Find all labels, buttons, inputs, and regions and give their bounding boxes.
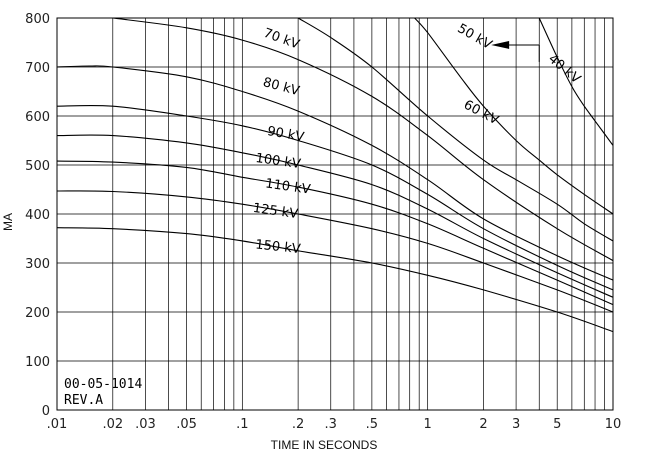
label-100kv: 100 kV xyxy=(255,151,302,172)
x-tick-label: .02 xyxy=(102,417,123,432)
label-110kv: 110 kV xyxy=(264,176,311,197)
curve-150kv xyxy=(56,227,614,333)
y-tick-label: 700 xyxy=(25,61,50,76)
curve-100kv xyxy=(56,134,614,298)
x-tick-label: 3 xyxy=(512,417,520,432)
curve-labels: 40 kV 50 kV 60 kV 70 kV 80 kV 90 kV 100 kV 110 … xyxy=(252,21,583,257)
curve-110kv xyxy=(56,160,614,306)
label-60kv: 60 kV xyxy=(461,98,501,129)
x-tick-label: 5 xyxy=(553,417,561,432)
label-150kv: 150 kV xyxy=(255,237,302,257)
x-tick-label: 2 xyxy=(479,417,487,432)
x-tick-label: 1 xyxy=(424,417,432,432)
x-tick-label: .03 xyxy=(135,417,156,432)
x-tick-label: .01 xyxy=(47,417,68,432)
curve-50kv xyxy=(414,17,614,215)
y-tick-label: 800 xyxy=(25,12,50,27)
arrow-head xyxy=(491,40,510,49)
label-90kv: 90 kV xyxy=(266,124,305,145)
curve-90kv xyxy=(56,104,614,291)
curve-125kv xyxy=(56,190,614,313)
revision-label: REV.A xyxy=(64,393,103,408)
y-tick-label: 300 xyxy=(25,257,50,272)
x-tick-label: .5 xyxy=(366,417,378,432)
curve-60kv xyxy=(297,17,614,242)
drawing-number: 00-05-1014 xyxy=(64,377,142,392)
x-tick-label: .2 xyxy=(292,417,304,432)
label-80kv: 80 kV xyxy=(261,75,301,99)
y-tick-label: 0 xyxy=(42,404,50,419)
label-125kv: 125 kV xyxy=(252,201,299,222)
curves xyxy=(56,17,614,333)
y-tick-label: 500 xyxy=(25,159,50,174)
tick-labels: .01.02.03.05.1.2.3.5 1 2 3 5 1001002003004005… xyxy=(25,12,621,432)
x-axis-title: TIME IN SECONDS xyxy=(271,438,378,452)
x-tick-label: .3 xyxy=(325,417,337,432)
grid xyxy=(56,17,614,411)
x-tick-label: .05 xyxy=(176,417,197,432)
y-tick-label: 200 xyxy=(25,306,50,321)
y-axis-title: MA xyxy=(1,213,15,231)
curve-70kv xyxy=(112,17,614,262)
y-tick-label: 100 xyxy=(25,355,50,370)
label-50kv: 50 kV xyxy=(455,21,495,53)
curve-40kv xyxy=(538,17,614,146)
y-tick-label: 400 xyxy=(25,208,50,223)
arrow-40kv-to-50kv xyxy=(491,40,540,62)
y-tick-label: 600 xyxy=(25,110,50,125)
curve-80kv xyxy=(56,65,614,281)
x-tick-label: .1 xyxy=(236,417,248,432)
x-tick-label: 10 xyxy=(605,417,622,432)
label-70kv: 70 kV xyxy=(261,26,301,53)
label-40kv: 40 kV xyxy=(545,52,583,87)
